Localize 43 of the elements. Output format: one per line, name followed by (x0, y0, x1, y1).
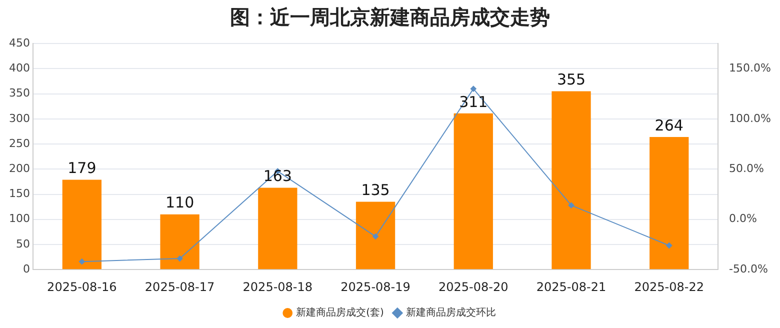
y-tick-label: 250 (8, 136, 30, 150)
point (666, 242, 672, 248)
bar (650, 137, 689, 270)
y2-tick-label: -50.0% (729, 262, 768, 276)
y2-tick-label: 0.0% (729, 212, 758, 226)
bar (552, 91, 591, 270)
point (372, 233, 379, 240)
chart-title: 图：近一周北京新建商品房成交走势 (229, 4, 551, 31)
y-tick-label: 100 (8, 212, 30, 226)
data-label: 264 (654, 116, 684, 134)
y-tick-label: 300 (8, 112, 30, 125)
bar (62, 180, 102, 270)
y2-tick-label: 150.0% (729, 62, 772, 75)
data-label: 179 (68, 159, 96, 178)
y-tick-label: 50 (16, 237, 30, 250)
bar (258, 188, 298, 270)
y-tick-label: 0 (22, 262, 30, 276)
point (176, 256, 183, 262)
point (470, 86, 476, 92)
legend-label: 新建商品房成交环比 (406, 306, 496, 319)
x-tick-label: 2025-08-22 (634, 280, 704, 294)
x-tick-label: 2025-08-20 (438, 280, 508, 294)
x-tick-label: 2025-08-16 (47, 280, 117, 294)
y-tick-label: 200 (8, 162, 30, 176)
y-tick-label: 450 (8, 36, 30, 50)
data-label: 110 (165, 194, 194, 212)
x-tick-label: 2025-08-19 (340, 280, 410, 294)
x-tick-label: 2025-08-18 (242, 280, 313, 294)
bar (160, 214, 200, 270)
x-tick-label: 2025-08-17 (144, 280, 215, 294)
y-tick-label: 350 (8, 86, 30, 100)
bar (356, 202, 396, 270)
y-tick-label: 400 (8, 62, 30, 75)
point (78, 258, 85, 265)
x-tick-label: 2025-08-21 (536, 280, 606, 294)
legend-label: 新建商品房成交(套) (296, 306, 384, 319)
data-label: 135 (361, 181, 390, 200)
y2-tick-label: 50.0% (729, 162, 764, 176)
point (568, 202, 574, 208)
y-tick-label: 150 (8, 187, 30, 200)
y2-tick-label: 100.0% (729, 112, 772, 125)
data-label: 355 (556, 70, 586, 89)
bar (454, 113, 493, 270)
